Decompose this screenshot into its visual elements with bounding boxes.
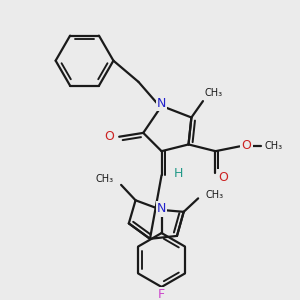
- Text: CH₃: CH₃: [95, 174, 113, 184]
- Text: F: F: [158, 288, 165, 300]
- Text: N: N: [157, 202, 166, 215]
- Text: CH₃: CH₃: [205, 88, 223, 98]
- Text: CH₃: CH₃: [265, 141, 283, 152]
- Text: O: O: [218, 171, 228, 184]
- Text: O: O: [242, 139, 251, 152]
- Text: CH₃: CH₃: [206, 190, 224, 200]
- Text: H: H: [174, 167, 184, 180]
- Text: N: N: [157, 97, 166, 110]
- Text: O: O: [105, 130, 115, 143]
